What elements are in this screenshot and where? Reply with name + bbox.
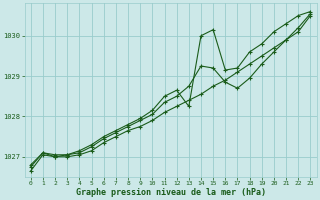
X-axis label: Graphe pression niveau de la mer (hPa): Graphe pression niveau de la mer (hPa) bbox=[76, 188, 266, 197]
